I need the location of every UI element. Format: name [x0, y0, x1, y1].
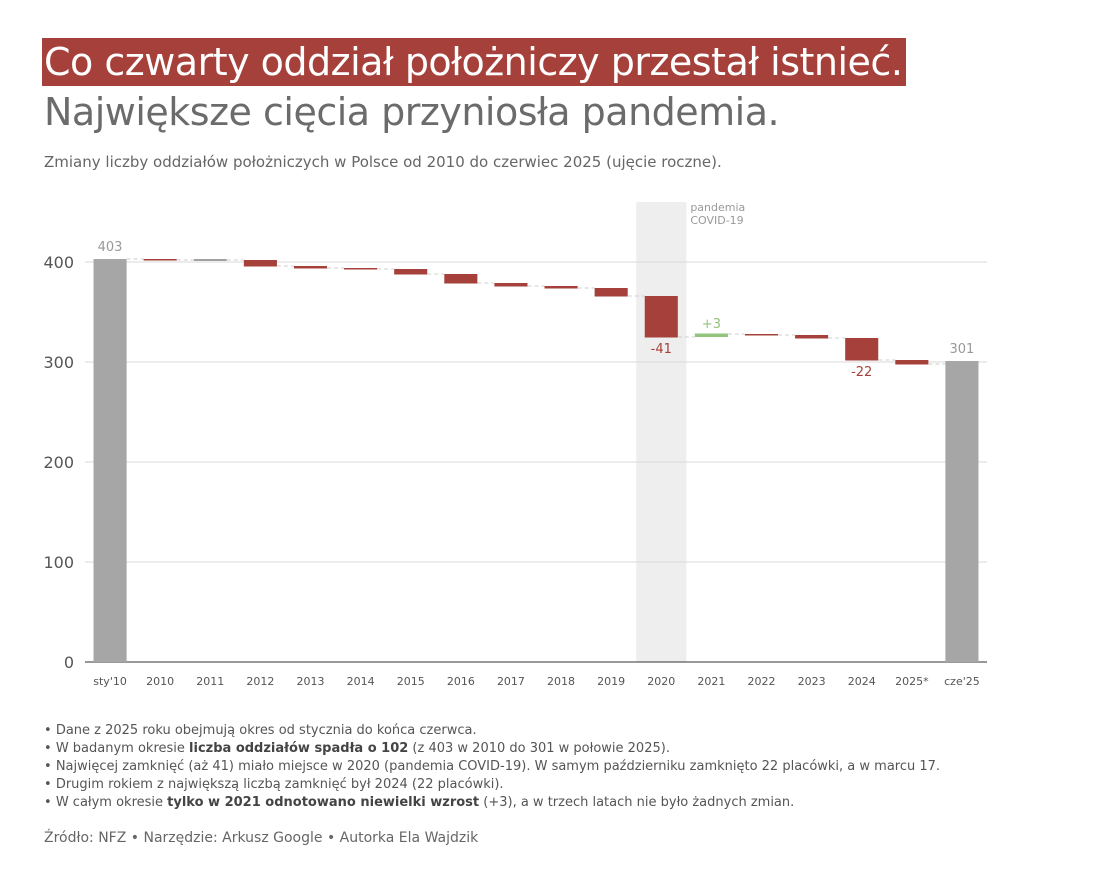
note-text: Drugim rokiem z największą liczbą zamkni…	[55, 777, 504, 792]
value-label: +3	[702, 317, 721, 332]
value-label: -22	[851, 365, 872, 380]
y-tick-label: 0	[64, 653, 74, 672]
note-text: Najwięcej zamknięć (aż 41) miało miejsce…	[55, 759, 941, 774]
chart-subtitle-large: Największe cięcia przyniosła pandemia.	[44, 90, 780, 134]
note-bullet: •	[44, 741, 56, 756]
x-tick-label: 2017	[497, 675, 525, 688]
note-item: • Najwięcej zamknięć (aż 41) miało miejs…	[44, 758, 940, 776]
note-emphasis: liczba oddziałów spadła o 102	[189, 741, 409, 756]
bar-decrease	[895, 360, 929, 364]
note-bullet: •	[44, 795, 56, 810]
x-tick-label: 2013	[297, 675, 325, 688]
value-label: 403	[98, 240, 123, 255]
note-item: • Drugim rokiem z największą liczbą zamk…	[44, 776, 940, 794]
x-tick-label: 2010	[146, 675, 174, 688]
bar-total	[945, 361, 979, 662]
bars	[93, 258, 979, 662]
x-tick-label: 2021	[697, 675, 725, 688]
note-item: • Dane z 2025 roku obejmują okres od sty…	[44, 722, 940, 740]
note-text: (z 403 w 2010 do 301 w połowie 2025).	[408, 741, 670, 756]
note-bullet: •	[44, 759, 56, 774]
x-tick-label: 2014	[347, 675, 375, 688]
y-tick-label: 200	[43, 453, 74, 472]
bar-decrease	[795, 335, 829, 338]
x-tick-label: 2024	[848, 675, 876, 688]
note-item: • W całym okresie tylko w 2021 odnotowan…	[44, 794, 940, 812]
note-item: • W badanym okresie liczba oddziałów spa…	[44, 740, 940, 758]
value-label: 301	[950, 342, 975, 357]
source-line: Źródło: NFZ • Narzędzie: Arkusz Google •…	[44, 830, 479, 846]
note-bullet: •	[44, 723, 56, 738]
x-tick-label: 2016	[447, 675, 475, 688]
y-tick-label: 100	[43, 553, 74, 572]
bar-decrease	[594, 288, 628, 296]
y-tick-label: 300	[43, 353, 74, 372]
gridlines	[85, 261, 987, 663]
chart-title: Co czwarty oddział położniczy przestał i…	[42, 38, 907, 86]
pandemic-band-layer	[636, 202, 687, 662]
notes-list: • Dane z 2025 roku obejmują okres od sty…	[44, 722, 940, 812]
chart-description: Zmiany liczby oddziałów położniczych w P…	[44, 153, 722, 171]
note-text: W badanym okresie	[55, 741, 190, 756]
x-tick-label: 2011	[196, 675, 224, 688]
x-tick-label: 2022	[748, 675, 776, 688]
x-tick-label: 2015	[397, 675, 425, 688]
bar-decrease	[394, 269, 428, 274]
pandemic-annotation: pandemia	[690, 201, 745, 214]
x-tick-label: 2019	[597, 675, 625, 688]
y-tick-label: 400	[43, 253, 74, 272]
x-tick-label: sty'10	[93, 675, 127, 688]
pandemic-annotation: COVID-19	[690, 214, 743, 227]
note-text: Dane z 2025 roku obejmują okres od stycz…	[55, 723, 477, 738]
bar-decrease	[494, 283, 528, 286]
note-text: W całym okresie	[55, 795, 168, 810]
x-tick-label: 2025*	[895, 675, 929, 688]
value-label: -41	[651, 342, 672, 357]
x-tick-label: 2023	[798, 675, 826, 688]
note-bullet: •	[44, 777, 56, 792]
pandemic-band	[636, 202, 687, 662]
x-tick-label: 2018	[547, 675, 575, 688]
bar-decrease	[544, 286, 578, 288]
bar-decrease	[243, 260, 277, 266]
x-tick-label: 2020	[647, 675, 675, 688]
bar-decrease	[845, 338, 879, 360]
bar-decrease	[444, 274, 478, 283]
bar-decrease	[644, 296, 678, 337]
bar-total	[93, 259, 127, 662]
x-tick-label: cze'25	[944, 675, 980, 688]
x-tick-label: 2012	[246, 675, 274, 688]
bar-decrease	[293, 266, 328, 268]
bar-increase	[694, 334, 728, 337]
note-emphasis: tylko w 2021 odnotowano niewielki wzrost	[167, 795, 480, 810]
note-text: (+3), a w trzech latach nie było żadnych…	[479, 795, 795, 810]
